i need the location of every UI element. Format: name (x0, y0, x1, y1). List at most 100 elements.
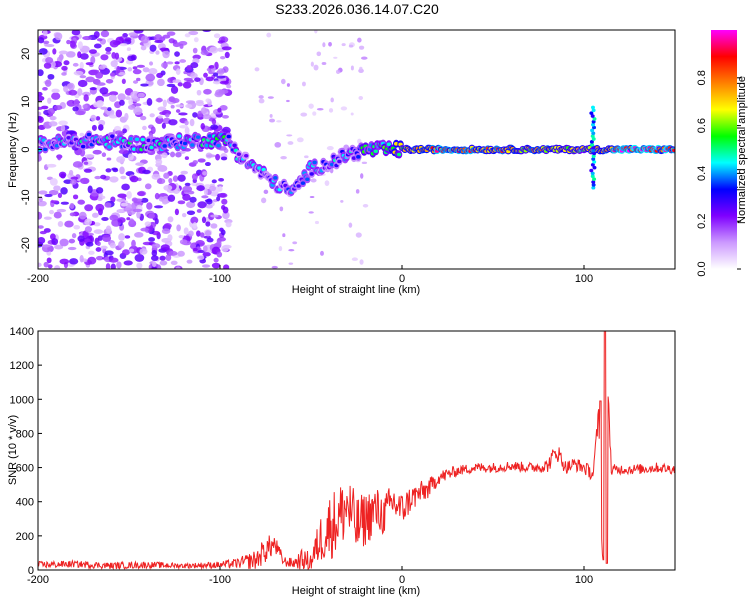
spectrogram-noise-cell (106, 79, 113, 84)
spectrogram-noise-cell (255, 67, 260, 71)
spectrogram-noise-cell (96, 247, 102, 252)
spectrogram-noise-cell (105, 250, 114, 255)
spectrogram-noise-cell (194, 77, 201, 82)
spectrogram-y-tick-label: -20 (20, 237, 32, 253)
spectrogram-noise-cell (146, 202, 152, 210)
spectrogram-noise-cell (193, 248, 198, 251)
spectrogram-noise-cell (192, 173, 198, 180)
spectrogram-noise-cell (77, 88, 82, 96)
spectrogram-noise-cell (340, 200, 343, 203)
spectrogram-ridge-cell (183, 142, 187, 146)
spectrogram-noise-cell (184, 227, 189, 234)
spectrogram-noise-cell (148, 237, 155, 242)
spectrogram-noise-cell (327, 146, 334, 150)
spectrogram-noise-cell (100, 175, 106, 180)
spectrogram-noise-cell (143, 67, 150, 72)
spectrogram-noise-cell (154, 205, 163, 208)
spectrogram-noise-cell (217, 108, 221, 113)
spectrogram-noise-cell (221, 245, 229, 252)
spectrogram-noise-cell (140, 228, 149, 232)
spectrogram-noise-cell (94, 229, 104, 234)
spectrogram-noise-cell (356, 189, 360, 194)
spectrogram-noise-cell (202, 171, 207, 175)
spectrogram-noise-cell (70, 179, 77, 185)
spectrogram-noise-cell (201, 50, 209, 55)
spectrogram-noise-cell (287, 83, 290, 87)
spectrogram-noise-cell (152, 243, 161, 248)
spectrogram-noise-cell (88, 251, 95, 255)
spectrogram-noise-cell (50, 116, 57, 120)
spectrogram-noise-cell (264, 190, 269, 194)
spectrogram-noise-cell (145, 221, 151, 226)
spectrogram-noise-cell (216, 240, 221, 247)
spectrogram-noise-cell (151, 255, 159, 261)
spectrogram-y-tick-label: 10 (20, 96, 32, 108)
spectrogram-noise-cell (121, 184, 130, 191)
spectrogram-noise-cell (162, 123, 166, 129)
spectrogram-x-tick-label: -100 (209, 273, 231, 285)
figure: S233.2026.036.14.07.C20 -200 -100 0 100 -20… (0, 0, 750, 600)
spectrogram-noise-cell (129, 248, 134, 252)
spectrogram-noise-cell (168, 119, 177, 125)
snr-x-axis-label: Height of straight line (km) (292, 585, 420, 597)
spectrogram-noise-cell (59, 239, 68, 247)
spectrogram-noise-cell (179, 235, 184, 238)
spectrogram-noise-cell (68, 247, 77, 250)
spectrogram-noise-cell (161, 244, 170, 250)
snr-chart: -200 -100 0 100 0200400600800100012001400 H… (7, 326, 675, 597)
spectrogram-noise-cell (168, 178, 172, 183)
spectrogram-noise-cell (99, 87, 108, 94)
spectrogram-y-tick-label: 20 (20, 48, 32, 60)
spectrogram-noise-cell (54, 212, 62, 219)
spectrogram-noise-cell (101, 217, 108, 221)
spectrogram-noise-cell (117, 217, 125, 223)
spectrogram-noise-cell (55, 32, 62, 40)
spectrogram-noise-cell (50, 178, 58, 186)
spectrogram-ridge-cell (216, 144, 220, 148)
spectrogram-noise-cell (133, 209, 143, 212)
spectrogram-noise-cell (288, 141, 294, 145)
spectrogram-noise-cell (124, 113, 128, 121)
spectrogram-noise-cell (156, 159, 163, 165)
spectrogram-noise-cell (134, 232, 143, 238)
spectrogram-noise-cell (177, 174, 185, 181)
spectrogram-noise-cell (72, 233, 76, 238)
spectrogram-noise-cell (286, 100, 290, 102)
snr-y-axis-label: SNR (10 * v/v) (7, 415, 19, 485)
spectrogram-noise-cell (124, 37, 131, 41)
spectrogram-noise-cell (84, 218, 92, 225)
spectrogram-noise-cell (52, 48, 56, 54)
spectrogram-noise-cell (193, 160, 198, 164)
spectrogram-noise-cell (196, 230, 201, 236)
spectrogram-noise-cell (127, 47, 131, 51)
spectrogram-noise-cell (202, 264, 210, 267)
spectrogram-noise-cell (197, 209, 202, 213)
spectrogram-noise-cell (201, 123, 205, 130)
spectrogram-noise-cell (119, 100, 125, 106)
spectrogram-ridge-cell (356, 155, 360, 159)
colorbar-tick-label: 0.4 (696, 166, 708, 181)
spectrogram-ridge-cell (177, 134, 181, 138)
spectrogram-noise-cell (96, 82, 106, 86)
spectrogram-noise-cell (92, 125, 97, 131)
spectrogram-noise-cell (148, 68, 157, 75)
spectrogram-ridge-cell (312, 161, 316, 165)
spectrogram-noise-cell (206, 77, 214, 82)
spectrogram-noise-cell (127, 55, 135, 61)
spectrogram-noise-cell (128, 105, 135, 110)
spectrogram-noise-cell (97, 197, 102, 201)
spectrogram-noise-cell (70, 203, 75, 209)
spectrogram-noise-cell (185, 33, 191, 37)
spectrogram-noise-cell (130, 176, 139, 182)
spectrogram-noise-cell (126, 191, 132, 199)
spectrogram-noise-cell (84, 204, 93, 211)
spectrogram-noise-cell (42, 244, 51, 247)
spectrogram-noise-cell (94, 176, 101, 179)
spectrogram-noise-cell (193, 48, 198, 54)
spectrogram-ridge-cell (162, 144, 166, 148)
spectrogram-noise-cell (78, 41, 83, 49)
spectrogram-noise-cell (212, 119, 216, 125)
spectrogram-noise-cell (107, 107, 111, 111)
spectrogram-noise-cell (47, 74, 54, 80)
spectrogram-noise-cell (274, 142, 281, 148)
